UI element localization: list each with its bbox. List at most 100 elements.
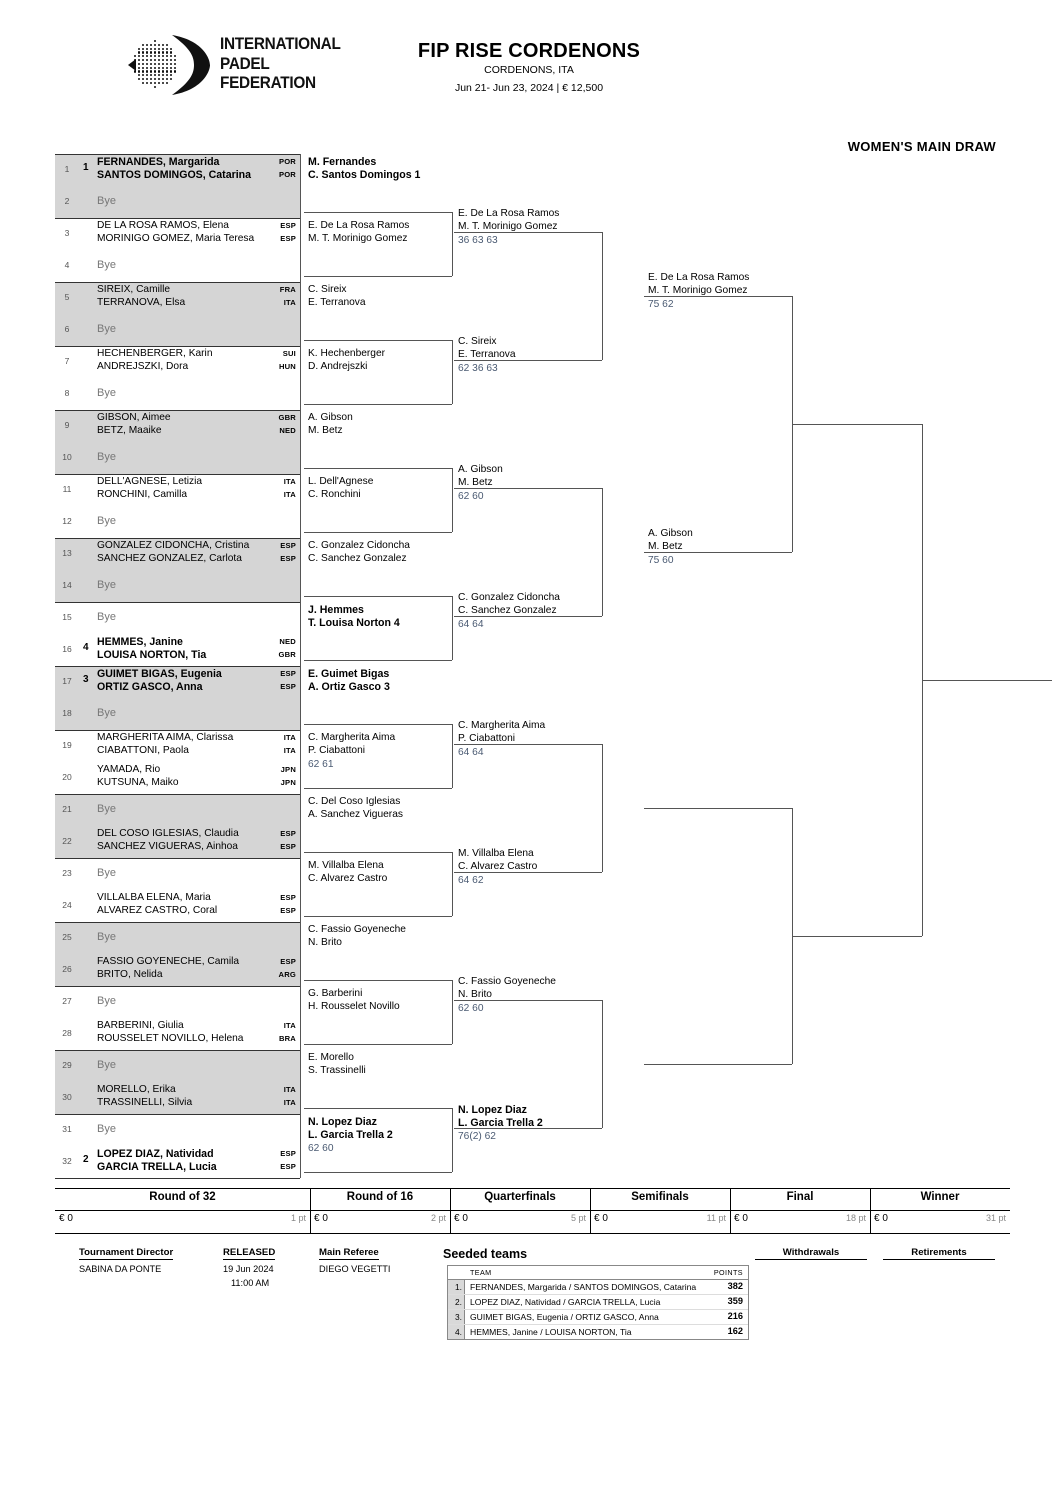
country-code-1: NED <box>279 637 296 646</box>
draw-row-17[interactable]: 17 3 GUIMET BIGAS, Eugenia ORTIZ GASCO, Ann… <box>55 666 300 698</box>
draw-row-20[interactable]: 20 YAMADA, Rio KUTSUNA, Maiko JPN JPN <box>55 762 300 794</box>
player-line-1: E. Morello <box>308 1052 354 1063</box>
seeded-team-row[interactable]: 2. LOPEZ DIAZ, Natividad / GARCIA TRELLA,… <box>448 1295 748 1310</box>
draw-row-28[interactable]: 28 BARBERINI, Giulia ROUSSELET NOVILLO, He… <box>55 1018 300 1050</box>
country-code-2: BRA <box>278 1034 296 1043</box>
logo-dot <box>146 66 149 69</box>
logo-dot <box>150 78 153 81</box>
country-code-1: POR <box>278 157 296 166</box>
draw-row-15[interactable]: 15 Bye <box>55 602 300 634</box>
prize-points: 11 pt <box>706 1213 726 1223</box>
draw-row-29[interactable]: 29 Bye <box>55 1050 300 1082</box>
draw-row-13[interactable]: 13 GONZALEZ CIDONCHA, Cristina SANCHEZ GON… <box>55 538 300 570</box>
draw-row-separator <box>55 986 300 987</box>
round16-match-4: K. Hechenberger D. Andrejszki <box>304 348 452 374</box>
draw-row-3[interactable]: 3 DE LA ROSA RAMOS, Elena MORINIGO GOMEZ, … <box>55 218 300 250</box>
draw-row-27[interactable]: 27 Bye <box>55 986 300 1018</box>
draw-row-18[interactable]: 18 Bye <box>55 698 300 730</box>
draw-row-6[interactable]: 6 Bye <box>55 314 300 346</box>
draw-position-number: 11 <box>62 484 72 494</box>
seeded-team-name: FERNANDES, Margarida / SANTOS DOMINGOS, … <box>470 1282 697 1292</box>
tournament-dates-prize: Jun 21- Jun 23, 2024 | € 12,500 <box>454 82 604 94</box>
logo-dot <box>162 66 165 69</box>
logo-dot <box>158 66 161 69</box>
logo-dot <box>154 51 157 54</box>
draw-row-10[interactable]: 10 Bye <box>55 442 300 474</box>
player-name-1: FASSIO GOYENECHE, Camila <box>97 956 240 967</box>
bracket-connector-horizontal <box>454 1000 602 1001</box>
player-name-1: BARBERINI, Giulia <box>97 1020 184 1031</box>
country-code-1: ESP <box>280 541 296 550</box>
logo-dot <box>146 59 149 62</box>
bracket-connector-horizontal <box>792 936 922 937</box>
bye-label: Bye <box>97 803 116 815</box>
prize-round-label-1: Round of 32 <box>149 1191 216 1203</box>
draw-row-separator <box>55 474 300 475</box>
draw-row-23[interactable]: 23 Bye <box>55 858 300 890</box>
player-name-2: BETZ, Maaike <box>97 425 162 436</box>
logo-dot <box>138 55 141 58</box>
draw-row-26[interactable]: 26 FASSIO GOYENECHE, Camila BRITO, Nelida E… <box>55 954 300 986</box>
logo-dot <box>142 74 145 77</box>
draw-row-16[interactable]: 16 4 HEMMES, Janine LOUISA NORTON, Tia NED GB… <box>55 634 300 666</box>
draw-row-11[interactable]: 11 DELL'AGNESE, Letizia RONCHINI, Camilla I… <box>55 474 300 506</box>
bracket-connector-horizontal <box>454 360 602 361</box>
bracket-connector-horizontal <box>304 724 452 725</box>
player-name-1: MORELLO, Erika <box>97 1084 176 1095</box>
main-referee-label: Main Referee <box>319 1247 379 1260</box>
player-line-1: N. Lopez Diaz <box>458 1104 527 1116</box>
draw-row-7[interactable]: 7 HECHENBERGER, Karin ANDREJSZKI, Dora SUI H… <box>55 346 300 378</box>
seeded-table-header: TEAM POINTS <box>448 1266 748 1280</box>
logo-dot <box>166 43 169 46</box>
footer: Tournament Director SABINA DA PONTE RELE… <box>55 1243 1010 1363</box>
logo-dot <box>158 47 161 50</box>
seeded-team-row[interactable]: 3. GUIMET BIGAS, Eugenia / ORTIZ GASCO, A… <box>448 1310 748 1325</box>
bracket-connector-vertical <box>602 488 603 616</box>
tournament-bracket: 1 1 FERNANDES, Margarida SANTOS DOMINGOS, C… <box>55 154 1052 1179</box>
logo-dot <box>162 55 165 58</box>
draw-row-19[interactable]: 19 MARGHERITA AIMA, Clarissa CIABATTONI, P… <box>55 730 300 762</box>
player-line-2: C. Sanchez Gonzalez <box>308 553 407 564</box>
draw-row-24[interactable]: 24 VILLALBA ELENA, Maria ALVAREZ CASTRO, C… <box>55 890 300 922</box>
draw-row-14[interactable]: 14 Bye <box>55 570 300 602</box>
bracket-connector-vertical <box>300 538 301 602</box>
bracket-connector-horizontal <box>304 980 452 981</box>
semifinal-match-1: E. De La Rosa Ramos M. T. Morinigo Gomez <box>644 272 792 298</box>
bye-label: Bye <box>97 995 116 1007</box>
bye-label: Bye <box>97 611 116 623</box>
draw-row-30[interactable]: 30 MORELLO, Erika TRASSINELLI, Silvia ITA IT… <box>55 1082 300 1114</box>
player-line-1: A. Gibson <box>458 464 503 475</box>
draw-row-4[interactable]: 4 Bye <box>55 250 300 282</box>
draw-position-number: 16 <box>62 644 72 654</box>
logo-dot <box>158 78 161 81</box>
logo-dot <box>158 74 161 77</box>
player-name-1: SIREIX, Camille <box>97 284 171 295</box>
draw-row-22[interactable]: 22 DEL COSO IGLESIAS, Claudia SANCHEZ VIGU… <box>55 826 300 858</box>
draw-row-separator <box>55 1178 300 1179</box>
seeded-team-row[interactable]: 4. HEMMES, Janine / LOUISA NORTON, Tia 162 <box>448 1325 748 1339</box>
draw-row-2[interactable]: 2 Bye <box>55 186 300 218</box>
round16-match-5: A. Gibson M. Betz <box>304 412 452 438</box>
bracket-connector-horizontal <box>454 744 602 745</box>
draw-row-1[interactable]: 1 1 FERNANDES, Margarida SANTOS DOMINGOS, C… <box>55 154 300 186</box>
match-score: 62 60 <box>308 1143 334 1154</box>
draw-position-number: 15 <box>62 612 72 622</box>
draw-row-12[interactable]: 12 Bye <box>55 506 300 538</box>
bracket-connector-horizontal <box>304 852 452 853</box>
draw-row-31[interactable]: 31 Bye <box>55 1114 300 1146</box>
bracket-connector-horizontal <box>304 468 452 469</box>
draw-row-21[interactable]: 21 Bye <box>55 794 300 826</box>
seed-rank: 3 <box>83 674 89 685</box>
bracket-connector-horizontal <box>922 680 1052 681</box>
draw-row-32[interactable]: 32 2 LOPEZ DIAZ, Natividad GARCIA TRELLA, L… <box>55 1146 300 1178</box>
logo-dot <box>166 47 169 50</box>
prize-column-divider <box>870 1188 871 1234</box>
seeded-team-row[interactable]: 1. FERNANDES, Margarida / SANTOS DOMINGOS… <box>448 1280 748 1295</box>
bye-label: Bye <box>97 195 116 207</box>
draw-row-5[interactable]: 5 SIREIX, Camille TERRANOVA, Elsa FRA ITA <box>55 282 300 314</box>
draw-row-8[interactable]: 8 Bye <box>55 378 300 410</box>
draw-row-9[interactable]: 9 GIBSON, Aimee BETZ, Maaike GBR NED <box>55 410 300 442</box>
bracket-connector-horizontal <box>644 552 792 553</box>
seeded-rank: 3. <box>448 1310 465 1324</box>
draw-row-25[interactable]: 25 Bye <box>55 922 300 954</box>
